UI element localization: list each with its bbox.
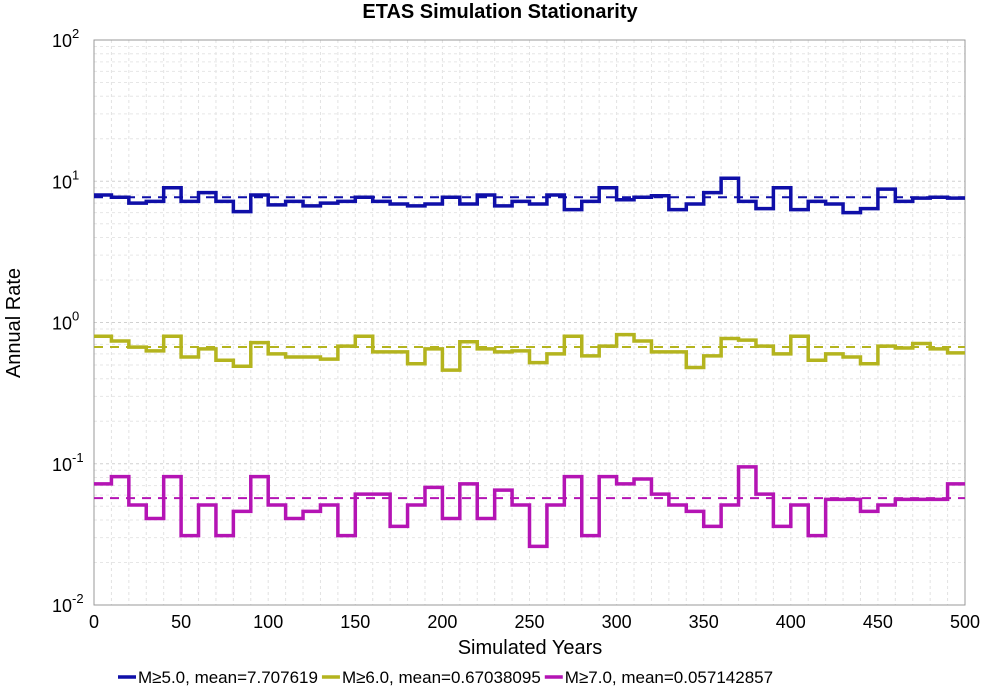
x-tick-labels: 0 50 100 150 200 250 300 350 400 450 500	[89, 612, 980, 632]
x-tick-label: 250	[514, 612, 544, 632]
x-tick-label: 500	[950, 612, 980, 632]
series-line-2	[94, 332, 965, 372]
y-tick-label: 100	[52, 309, 79, 334]
series-line-3	[94, 465, 965, 549]
series-layer	[94, 176, 965, 549]
y-tick-label: 10-1	[52, 450, 84, 475]
x-tick-label: 50	[171, 612, 191, 632]
x-tick-label: 0	[89, 612, 99, 632]
y-tick-labels: 10-2 10-1 100 101 102	[52, 26, 84, 616]
x-tick-label: 150	[340, 612, 370, 632]
legend-label-1: M≥5.0, mean=7.707619	[138, 668, 318, 687]
x-axis-label: Simulated Years	[458, 637, 603, 659]
x-tick-label: 350	[689, 612, 719, 632]
grid	[94, 40, 965, 605]
chart-title: ETAS Simulation Stationarity	[362, 1, 638, 23]
x-tick-label: 200	[427, 612, 457, 632]
x-tick-label: 300	[602, 612, 632, 632]
legend-label-2: M≥6.0, mean=0.67038095	[342, 668, 541, 687]
x-tick-label: 450	[863, 612, 893, 632]
series-line-1	[94, 176, 965, 215]
legend: M≥5.0, mean=7.707619 M≥6.0, mean=0.670380…	[118, 668, 773, 687]
plot-frame	[93, 39, 966, 606]
y-tick-label: 10-2	[52, 591, 84, 616]
x-tick-label: 400	[776, 612, 806, 632]
x-tick-label: 100	[253, 612, 283, 632]
y-tick-label: 101	[52, 167, 79, 192]
y-axis-label: Annual Rate	[3, 268, 25, 378]
y-tick-label: 102	[52, 26, 79, 51]
legend-label-3: M≥7.0, mean=0.057142857	[565, 668, 773, 687]
